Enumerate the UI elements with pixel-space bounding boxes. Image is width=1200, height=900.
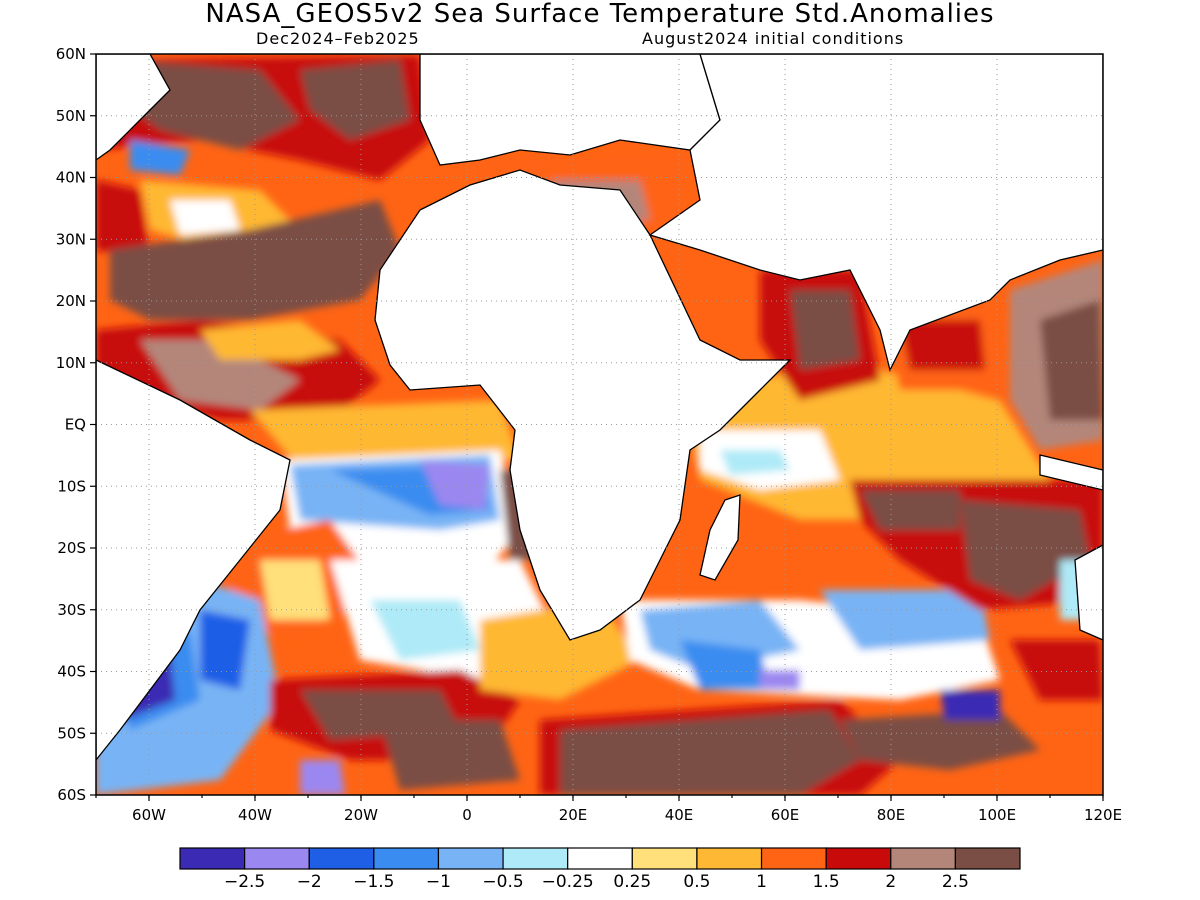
colorbar-swatch: [179, 847, 246, 870]
colorbar-label: −1: [426, 872, 451, 892]
lat-tick-label: 50N: [56, 107, 86, 125]
lon-tick-label: 60W: [132, 806, 166, 824]
latitude-axis: 60N 50N 40N 30N 20N 10N EQ 10S 20S 30S 40S 50S 60S: [56, 45, 86, 804]
colorbar-swatch: [890, 847, 956, 870]
lon-tick-label: 40E: [665, 806, 694, 824]
lat-tick-label: 20N: [56, 292, 86, 310]
colorbar-swatch: [437, 847, 504, 870]
asia-landmass: [648, 54, 1103, 372]
colorbar-label: −2: [297, 872, 322, 892]
lon-tick-label: 80E: [877, 806, 906, 824]
colorbar-swatch: [825, 847, 892, 870]
colorbar-swatch: [567, 847, 633, 870]
colorbar-swatch: [502, 847, 569, 870]
lon-tick-label: 20E: [559, 806, 588, 824]
north-america-landmass: [96, 54, 171, 161]
lat-tick-label: 20S: [57, 539, 86, 557]
colorbar-label: −1.5: [353, 872, 394, 892]
lat-tick-label: 50S: [57, 724, 86, 742]
colorbar-swatch: [631, 847, 698, 870]
land: [96, 54, 1103, 762]
initial-conditions: August2024 initial conditions: [642, 29, 905, 48]
longitude-axis: 60W 40W 20W 0 20E 40E 60E 80E 100E 120E: [132, 806, 1122, 824]
colorbar-swatch: [760, 847, 827, 870]
lat-tick-label: 30S: [57, 601, 86, 619]
colorbar-label: 1: [756, 872, 767, 892]
colorbar-label: 2: [885, 872, 896, 892]
lat-tick-label: 30N: [56, 230, 86, 248]
africa-landmass: [374, 169, 792, 641]
chart-title: NASA_GEOS5v2 Sea Surface Temperature Std…: [205, 0, 995, 29]
colorbar-swatch: [308, 847, 375, 870]
lon-tick-label: 0: [462, 806, 472, 824]
colorbar-label: 1.5: [813, 872, 840, 892]
colorbar-label: 2.5: [942, 872, 969, 892]
colorbar-swatch: [373, 847, 440, 870]
colorbar-swatch: [696, 847, 763, 870]
lat-tick-label: 40S: [57, 663, 86, 681]
graticule: [96, 54, 1103, 795]
colorbar-label: 0.5: [683, 872, 710, 892]
colorbar-label: −0.5: [482, 872, 523, 892]
colorbar: −2.5 −2 −1.5 −1 −0.5 −0.25 0.25 0.5 1 1.5 2 2.5: [179, 847, 1021, 892]
lat-tick-label: 40N: [56, 169, 86, 187]
lat-tick-label: EQ: [65, 416, 86, 434]
lon-tick-label: 20W: [344, 806, 378, 824]
forecast-period: Dec2024–Feb2025: [256, 29, 420, 48]
europe-landmass: [419, 54, 721, 166]
indonesia-landmass: [1039, 454, 1103, 491]
lat-tick-label: 60N: [56, 45, 86, 63]
lon-tick-label: 60E: [771, 806, 800, 824]
lat-tick-label: 60S: [57, 786, 86, 804]
colorbar-swatch: [954, 847, 1021, 870]
lon-tick-label: 100E: [978, 806, 1016, 824]
lon-tick-label: 120E: [1084, 806, 1122, 824]
colorbar-label: −0.25: [542, 872, 594, 892]
australia-landmass: [1074, 544, 1103, 641]
lon-tick-label: 40W: [238, 806, 272, 824]
colorbar-label: 0.25: [613, 872, 651, 892]
lat-tick-label: 10S: [57, 477, 86, 495]
lat-tick-label: 10N: [56, 354, 86, 372]
madagascar-landmass: [699, 494, 741, 581]
south-america-landmass: [96, 359, 291, 762]
colorbar-swatch: [244, 847, 310, 870]
colorbar-label: −2.5: [224, 872, 265, 892]
